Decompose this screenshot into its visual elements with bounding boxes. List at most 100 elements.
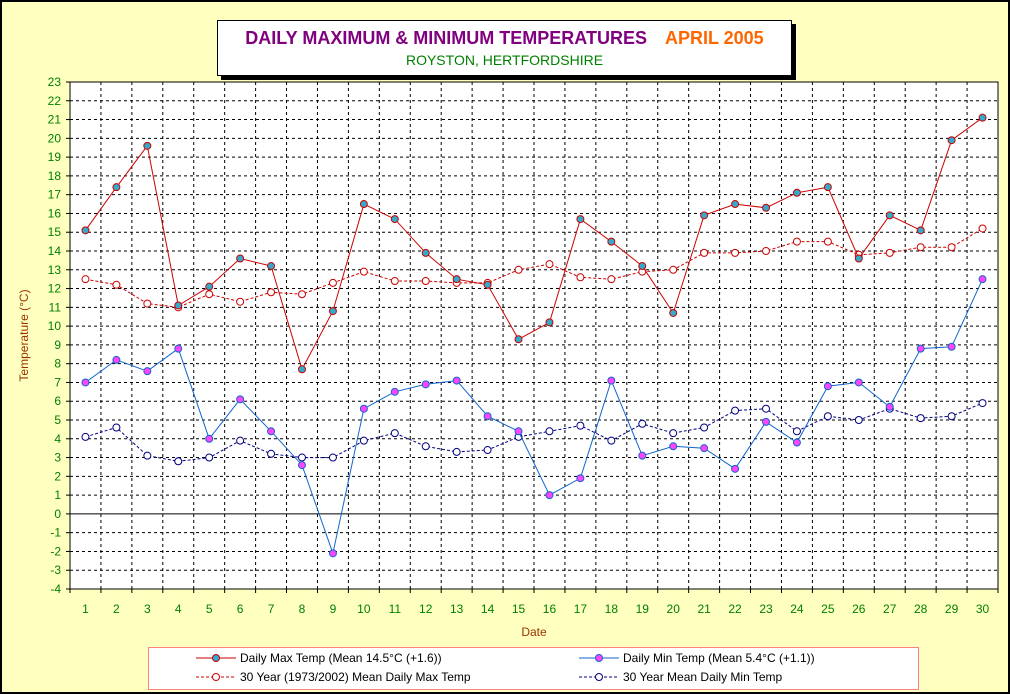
data-point-30yr-max (823, 237, 832, 246)
data-point-30yr-max (81, 275, 90, 284)
data-point-daily-max (298, 365, 306, 374)
data-point-daily-max (545, 318, 554, 327)
y-tick-label: 23 (48, 75, 62, 89)
data-point-30yr-max (359, 267, 368, 276)
y-tick-label: 12 (48, 282, 62, 296)
x-tick-label: 21 (697, 602, 711, 616)
data-point-30yr-max (390, 277, 399, 286)
data-point-daily-min (421, 380, 430, 389)
data-point-30yr-max (792, 237, 801, 246)
data-point-daily-max (514, 335, 523, 344)
x-tick-label: 2 (113, 602, 120, 616)
legend-item-daily-min: Daily Min Temp (Mean 5.4°C (+1.1)) (577, 650, 907, 666)
data-point-30yr-min (576, 421, 585, 430)
data-point-30yr-min (792, 427, 801, 436)
x-tick-label: 4 (175, 602, 182, 616)
data-point-daily-max (854, 254, 863, 263)
data-point-30yr-min (81, 432, 90, 441)
data-point-30yr-min (112, 423, 121, 432)
data-point-daily-max (978, 113, 987, 122)
data-point-daily-min (143, 367, 152, 376)
data-point-daily-max (792, 188, 801, 197)
y-tick-label: 15 (48, 225, 62, 239)
y-tick-label: 9 (54, 338, 61, 352)
data-point-30yr-max (731, 248, 740, 257)
data-point-daily-max (236, 254, 245, 263)
chart-title-box: DAILY MAXIMUM & MINIMUM TEMPERATURES APRI… (217, 20, 792, 76)
x-tick-label: 11 (389, 602, 402, 616)
x-tick-label: 15 (512, 602, 526, 616)
data-point-30yr-max (947, 243, 956, 252)
series-line-30yr-max (85, 228, 983, 308)
y-tick-label: 21 (48, 113, 62, 127)
data-point-30yr-min (174, 457, 183, 466)
data-point-daily-min (390, 387, 399, 396)
data-point-daily-max (174, 301, 183, 310)
x-tick-label: 18 (605, 602, 619, 616)
data-point-30yr-max (978, 224, 987, 233)
data-point-daily-min (359, 404, 368, 413)
y-tick-label: 16 (48, 206, 62, 220)
data-point-30yr-min (205, 453, 214, 462)
x-tick-label: 17 (574, 602, 588, 616)
x-tick-label: 10 (357, 602, 371, 616)
data-point-daily-max (112, 183, 121, 192)
x-tick-label: 30 (976, 602, 990, 616)
data-point-daily-max (576, 215, 585, 224)
data-point-daily-min (978, 275, 987, 284)
y-tick-label: 6 (54, 394, 61, 408)
data-point-daily-min (792, 438, 801, 447)
data-point-daily-min (452, 376, 461, 385)
legend-label-30yr-min: 30 Year Mean Daily Min Temp (623, 670, 783, 684)
x-tick-label: 14 (481, 602, 495, 616)
data-point-daily-max (452, 275, 461, 284)
legend-label-daily-max: Daily Max Temp (Mean 14.5°C (+1.6)) (240, 651, 442, 665)
data-point-daily-max (205, 282, 214, 291)
data-point-daily-max (421, 248, 430, 257)
data-point-daily-min (823, 382, 832, 391)
legend-swatch-daily-max (196, 654, 236, 662)
y-tick-label: 11 (49, 300, 62, 314)
y-tick-label: 2 (54, 469, 61, 483)
data-point-30yr-min (483, 446, 492, 455)
y-tick-label: 8 (54, 357, 61, 371)
series-line-daily-min (85, 278, 983, 556)
x-axis-title: Date (521, 625, 547, 639)
data-point-30yr-max (421, 277, 430, 286)
x-tick-label: 3 (144, 602, 151, 616)
y-tick-label: 22 (48, 94, 62, 108)
data-point-daily-max (731, 200, 740, 209)
legend-swatch-30yr-min (579, 673, 619, 681)
y-tick-label: 3 (54, 451, 61, 465)
data-point-30yr-max (205, 290, 214, 299)
x-tick-label: 28 (914, 602, 928, 616)
data-point-daily-min (112, 355, 121, 364)
data-point-30yr-max (545, 260, 554, 269)
data-point-30yr-max (143, 299, 152, 308)
legend-item-30yr-max: 30 Year (1973/2002) Mean Daily Max Temp (194, 669, 554, 685)
series-line-30yr-min (85, 402, 983, 462)
x-tick-label: 20 (667, 602, 681, 616)
x-tick-label: 22 (728, 602, 742, 616)
data-point-30yr-max (607, 275, 616, 284)
data-point-30yr-max (514, 265, 523, 274)
y-tick-label: 7 (54, 375, 61, 389)
x-tick-label: 6 (237, 602, 244, 616)
data-point-30yr-min (854, 416, 863, 424)
data-point-daily-max (669, 308, 678, 317)
y-tick-label: 19 (48, 150, 62, 164)
data-point-daily-max (916, 226, 925, 235)
data-point-daily-max (483, 280, 492, 289)
x-tick-label: 7 (268, 602, 275, 616)
data-point-daily-min (576, 474, 585, 483)
x-tick-label: 29 (945, 602, 959, 616)
data-point-30yr-min (638, 419, 647, 428)
data-point-daily-min (514, 427, 523, 436)
data-point-30yr-min (731, 406, 740, 415)
data-point-daily-max (823, 183, 832, 192)
y-tick-label: -3 (50, 563, 61, 577)
data-point-daily-max (700, 211, 709, 220)
y-tick-label: 0 (54, 507, 61, 521)
data-point-daily-min (762, 417, 770, 426)
y-tick-label: -4 (50, 582, 61, 596)
